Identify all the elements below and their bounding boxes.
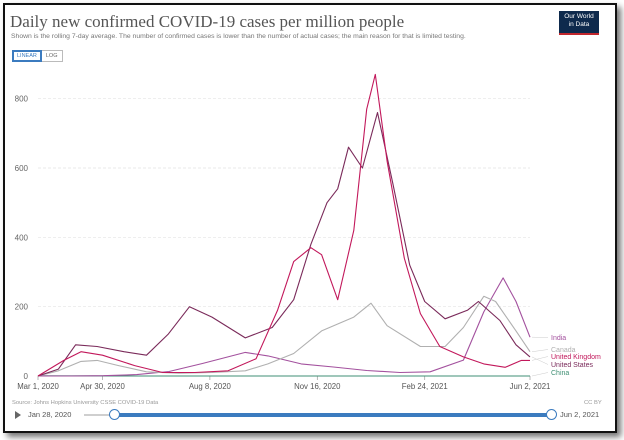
y-tick-label: 200 (15, 303, 29, 312)
y-tick-label: 600 (15, 164, 29, 173)
chart-frame (3, 3, 617, 433)
timeline-start-label: Jan 28, 2020 (28, 410, 72, 419)
timeline-start-handle[interactable] (109, 409, 120, 420)
logo-line-2: in Data (568, 21, 590, 28)
license-link[interactable]: CC BY (584, 400, 602, 406)
linear-scale-button[interactable]: LINEAR (12, 50, 42, 62)
chart-subtitle: Shown is the rolling 7-day average. The … (11, 33, 466, 40)
scale-toggle: LINEAR LOG (12, 50, 63, 62)
x-tick-label: Mar 1, 2020 (17, 382, 59, 391)
play-icon[interactable] (15, 411, 21, 419)
legend-connector (531, 372, 549, 377)
x-tick-label: Jun 2, 2021 (510, 382, 551, 391)
legend-label: Canada (551, 347, 576, 354)
series-lines (37, 73, 531, 377)
series-line-united-states (37, 111, 531, 377)
y-tick-label: 400 (15, 233, 29, 242)
y-axis: 0 200 400 600 800 (15, 95, 29, 381)
logo-accent-bar (559, 33, 599, 35)
series-line-canada (37, 295, 531, 377)
x-axis: Mar 1, 2020 Apr 30, 2020 Aug 8, 2020 Nov 16… (17, 376, 550, 391)
log-scale-button[interactable]: LOG (41, 50, 63, 62)
x-tick-label: Apr 30, 2020 (80, 382, 125, 391)
x-tick-label: Feb 24, 2021 (402, 382, 448, 391)
source-note[interactable]: Source: Johns Hopkins University CSSE CO… (12, 400, 159, 406)
legend-label: United Kingdom (551, 354, 601, 361)
legend-label: China (551, 370, 569, 377)
legend-connector (531, 349, 549, 352)
owid-logo[interactable]: Our World in Data (559, 11, 599, 35)
timeline-selected-range[interactable] (114, 413, 551, 417)
x-tick-label: Nov 16, 2020 (294, 382, 341, 391)
legend-connector (531, 356, 549, 365)
y-tick-label: 800 (15, 95, 29, 104)
legend-connector (531, 356, 549, 361)
legend-label: India (551, 335, 566, 342)
timeline-end-handle[interactable] (546, 409, 557, 420)
y-tick-label: 0 (24, 372, 29, 381)
chart-title: Daily new confirmed COVID-19 cases per m… (10, 12, 405, 31)
legend-label: United States (551, 362, 594, 369)
timeline-end-label: Jun 2, 2021 (560, 410, 600, 419)
series-line-india (38, 277, 531, 377)
series-line-united-kingdom (37, 73, 530, 377)
x-tick-label: Aug 8, 2020 (189, 382, 232, 391)
logo-line-1: Our World (564, 13, 594, 20)
